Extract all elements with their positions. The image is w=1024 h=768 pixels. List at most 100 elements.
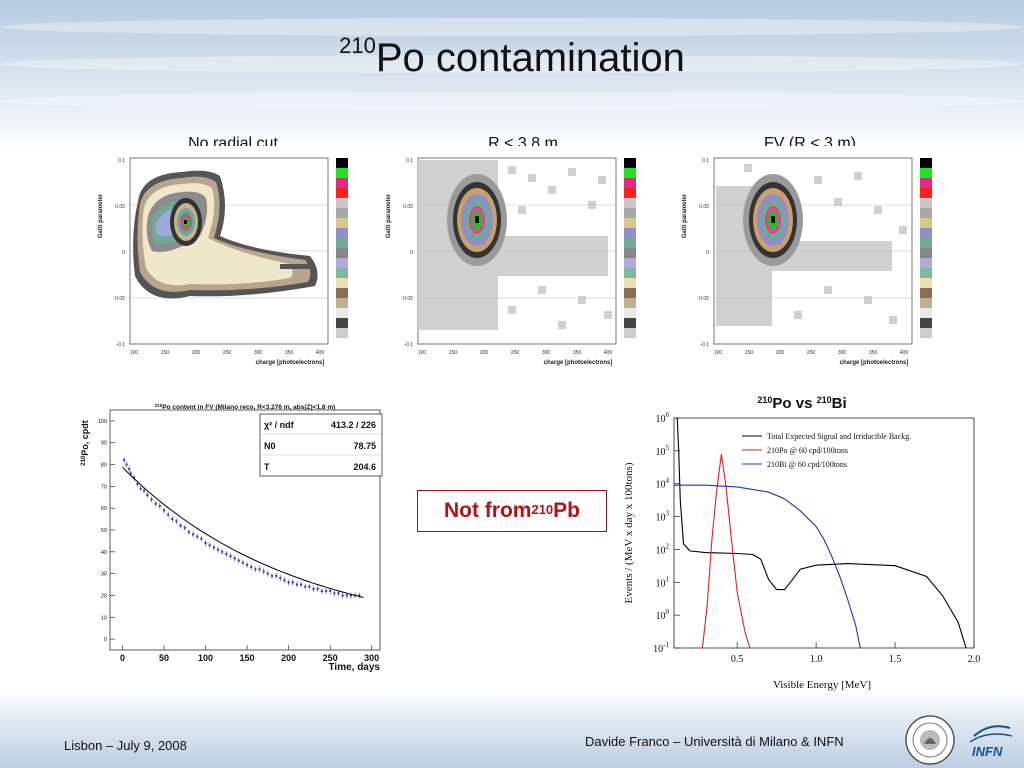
axis-label-x: charge [photoelectrons] — [544, 360, 613, 366]
data-point — [146, 493, 149, 497]
data-point — [200, 537, 203, 540]
data-point — [304, 585, 307, 588]
svg-text:250: 250 — [807, 350, 816, 356]
svg-text:400: 400 — [900, 350, 909, 356]
y-tick-label: 10 — [101, 615, 107, 621]
data-point — [225, 552, 228, 556]
data-point — [216, 548, 220, 551]
stats-box — [259, 413, 383, 477]
data-point — [328, 589, 332, 593]
axis-label-x: charge [photoelectrons] — [256, 360, 325, 366]
y-tick-label: 50 — [101, 528, 107, 534]
x-tick-label: 1.5 — [889, 654, 902, 665]
y-tick-label: 90 — [101, 441, 107, 447]
data-point — [345, 594, 348, 597]
data-point — [122, 458, 126, 462]
series-line-0 — [676, 417, 967, 649]
data-point — [283, 578, 286, 582]
svg-text:0: 0 — [706, 250, 709, 256]
svg-text:400: 400 — [316, 350, 325, 356]
svg-text:-0.1: -0.1 — [116, 342, 125, 348]
svg-text:0.1: 0.1 — [118, 158, 125, 164]
heatmap-panel-fv: 0.1 0.05 0 -0.05 -0.1 100 150 200 250 30… — [674, 146, 936, 368]
data-point — [212, 546, 216, 549]
data-point — [287, 581, 290, 584]
svg-text:200: 200 — [480, 350, 489, 356]
decay-ylabel: 210Po, cpdt — [80, 420, 90, 466]
axis-label-y: Gatti parameter — [386, 193, 392, 238]
y-tick-label: 105 — [656, 444, 670, 458]
svg-text:0: 0 — [122, 250, 125, 256]
svg-text:350: 350 — [285, 350, 294, 356]
decay-title: 210Po content in FV (Milano reco, R<3.27… — [155, 403, 336, 411]
legend-bi: 210Bi @ 60 cpd/100tons — [767, 460, 847, 469]
data-point — [196, 535, 199, 538]
stat-n0-value: 78.75 — [353, 441, 376, 451]
data-point — [166, 513, 170, 516]
data-point — [333, 592, 336, 595]
axis-label-y: Gatti parameter — [682, 193, 688, 238]
color-scale — [336, 158, 348, 338]
svg-text:200: 200 — [192, 350, 201, 356]
series-line-2 — [674, 484, 861, 649]
x-tick-label: 50 — [159, 653, 169, 663]
x-tick-label: 200 — [281, 653, 296, 663]
decay-xlabel: Time, days — [328, 662, 380, 673]
infn-logo-icon: INFN — [969, 725, 1013, 759]
data-point — [187, 530, 191, 534]
fit-curve — [122, 466, 364, 598]
heatmap-panel-no-cut: 0.1 0.05 0 -0.05 -0.1 100 150 200 250 30… — [90, 146, 352, 368]
footer-author: Davide Franco – Università di Milano & I… — [585, 734, 844, 749]
stat-n0-key: N0 — [264, 441, 276, 451]
note-box: Not from 210 Pb — [417, 490, 607, 532]
svg-text:250: 250 — [511, 350, 520, 356]
svg-text:-0.05: -0.05 — [114, 296, 126, 302]
footer-location-date: Lisbon – July 9, 2008 — [64, 738, 187, 753]
data-point — [274, 574, 278, 578]
data-point — [142, 489, 146, 492]
data-point — [139, 487, 142, 490]
note-prefix: Not from — [443, 499, 532, 522]
svg-text:0.05: 0.05 — [115, 204, 125, 210]
data-point — [262, 570, 265, 573]
data-point — [125, 463, 128, 466]
spectrum-chart: 210Po vs 210Bi 0.5 1.0 1.5 2.0 10-1 100 101 102… — [623, 395, 980, 691]
svg-text:150: 150 — [449, 350, 458, 356]
data-point — [136, 482, 139, 486]
spectrum-ylabel: Events / (MeV x day x 100tons) — [623, 462, 635, 603]
header-background — [0, 0, 1024, 150]
decay-plot: 210Po content in FV (Milano reco, R<3.27… — [78, 398, 390, 676]
svg-text:-0.05: -0.05 — [698, 296, 710, 302]
svg-text:150: 150 — [745, 350, 754, 356]
data-point — [229, 554, 232, 558]
y-tick-label: 40 — [101, 550, 107, 556]
data-point — [191, 533, 195, 536]
y-tick-label: 60 — [101, 506, 107, 512]
svg-text:0.1: 0.1 — [406, 158, 413, 164]
note-suffix: Pb — [553, 499, 581, 522]
y-tick-label: 70 — [101, 484, 107, 490]
data-point — [237, 559, 240, 562]
data-point — [291, 581, 294, 584]
data-point — [250, 565, 253, 569]
data-point — [208, 544, 211, 547]
data-point — [158, 504, 162, 508]
data-point — [129, 472, 132, 475]
data-point — [320, 589, 324, 593]
svg-text:0.05: 0.05 — [403, 204, 413, 210]
y-tick-label: 104 — [656, 477, 670, 491]
data-point — [162, 509, 166, 512]
data-point — [245, 563, 249, 567]
heatmap-r38: 0.1 0.05 0 -0.05 -0.1 100 150 200 250 30… — [386, 157, 636, 366]
x-tick-label: 300 — [364, 653, 379, 663]
x-tick-label: 1.0 — [810, 654, 823, 665]
svg-text:100: 100 — [418, 350, 427, 356]
data-point — [233, 557, 236, 560]
legend: Total Expected Signal and Irriducible Ba… — [742, 432, 911, 469]
y-tick-label: 80 — [101, 463, 107, 469]
heatmap-fv: 0.1 0.05 0 -0.05 -0.1 100 150 200 250 30… — [682, 157, 932, 366]
x-tick-label: 0 — [120, 653, 125, 663]
spectrum-xlabel: Visible Energy [MeV] — [773, 679, 871, 691]
svg-text:0.1: 0.1 — [702, 158, 709, 164]
y-tick-label: 102 — [656, 542, 670, 556]
